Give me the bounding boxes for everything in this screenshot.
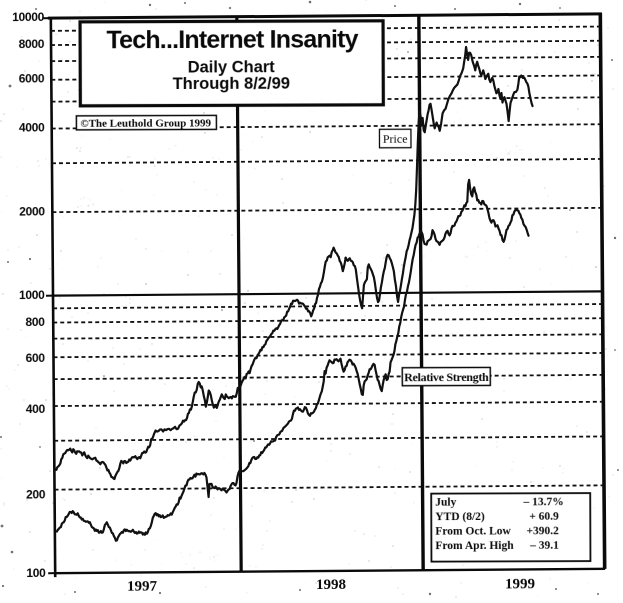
svg-text:200: 200 <box>26 487 46 501</box>
svg-text:Daily Chart: Daily Chart <box>188 58 276 76</box>
svg-text:Price: Price <box>383 132 408 146</box>
svg-text:Relative Strength: Relative Strength <box>404 370 489 384</box>
svg-text:100: 100 <box>26 566 46 580</box>
svg-text:July: July <box>435 497 456 509</box>
svg-text:2000: 2000 <box>19 204 45 218</box>
svg-text:1997: 1997 <box>127 579 158 595</box>
svg-text:1000: 1000 <box>19 288 45 302</box>
svg-text:+ 60.9: + 60.9 <box>529 511 559 523</box>
svg-text:YTD (8/2): YTD (8/2) <box>435 511 485 523</box>
svg-text:600: 600 <box>26 351 46 365</box>
svg-text:©The Leuthold Group 1999: ©The Leuthold Group 1999 <box>80 117 211 129</box>
svg-text:From Apr. High: From Apr. High <box>435 540 514 552</box>
svg-text:Through 8/2/99: Through 8/2/99 <box>173 75 290 93</box>
svg-text:400: 400 <box>26 402 46 416</box>
svg-text:– 39.1: – 39.1 <box>529 540 559 552</box>
svg-text:1998: 1998 <box>316 577 346 593</box>
svg-text:8000: 8000 <box>19 37 45 51</box>
svg-text:4000: 4000 <box>19 120 45 134</box>
svg-text:6000: 6000 <box>19 71 45 85</box>
svg-text:+390.2: +390.2 <box>526 525 559 537</box>
svg-text:800: 800 <box>25 315 45 329</box>
svg-text:1999: 1999 <box>505 576 535 592</box>
svg-text:From Oct. Low: From Oct. Low <box>435 525 511 537</box>
svg-text:– 13.7%: – 13.7% <box>522 496 563 508</box>
svg-text:Tech...Internet Insanity: Tech...Internet Insanity <box>106 25 358 54</box>
svg-text:10000: 10000 <box>12 10 45 24</box>
